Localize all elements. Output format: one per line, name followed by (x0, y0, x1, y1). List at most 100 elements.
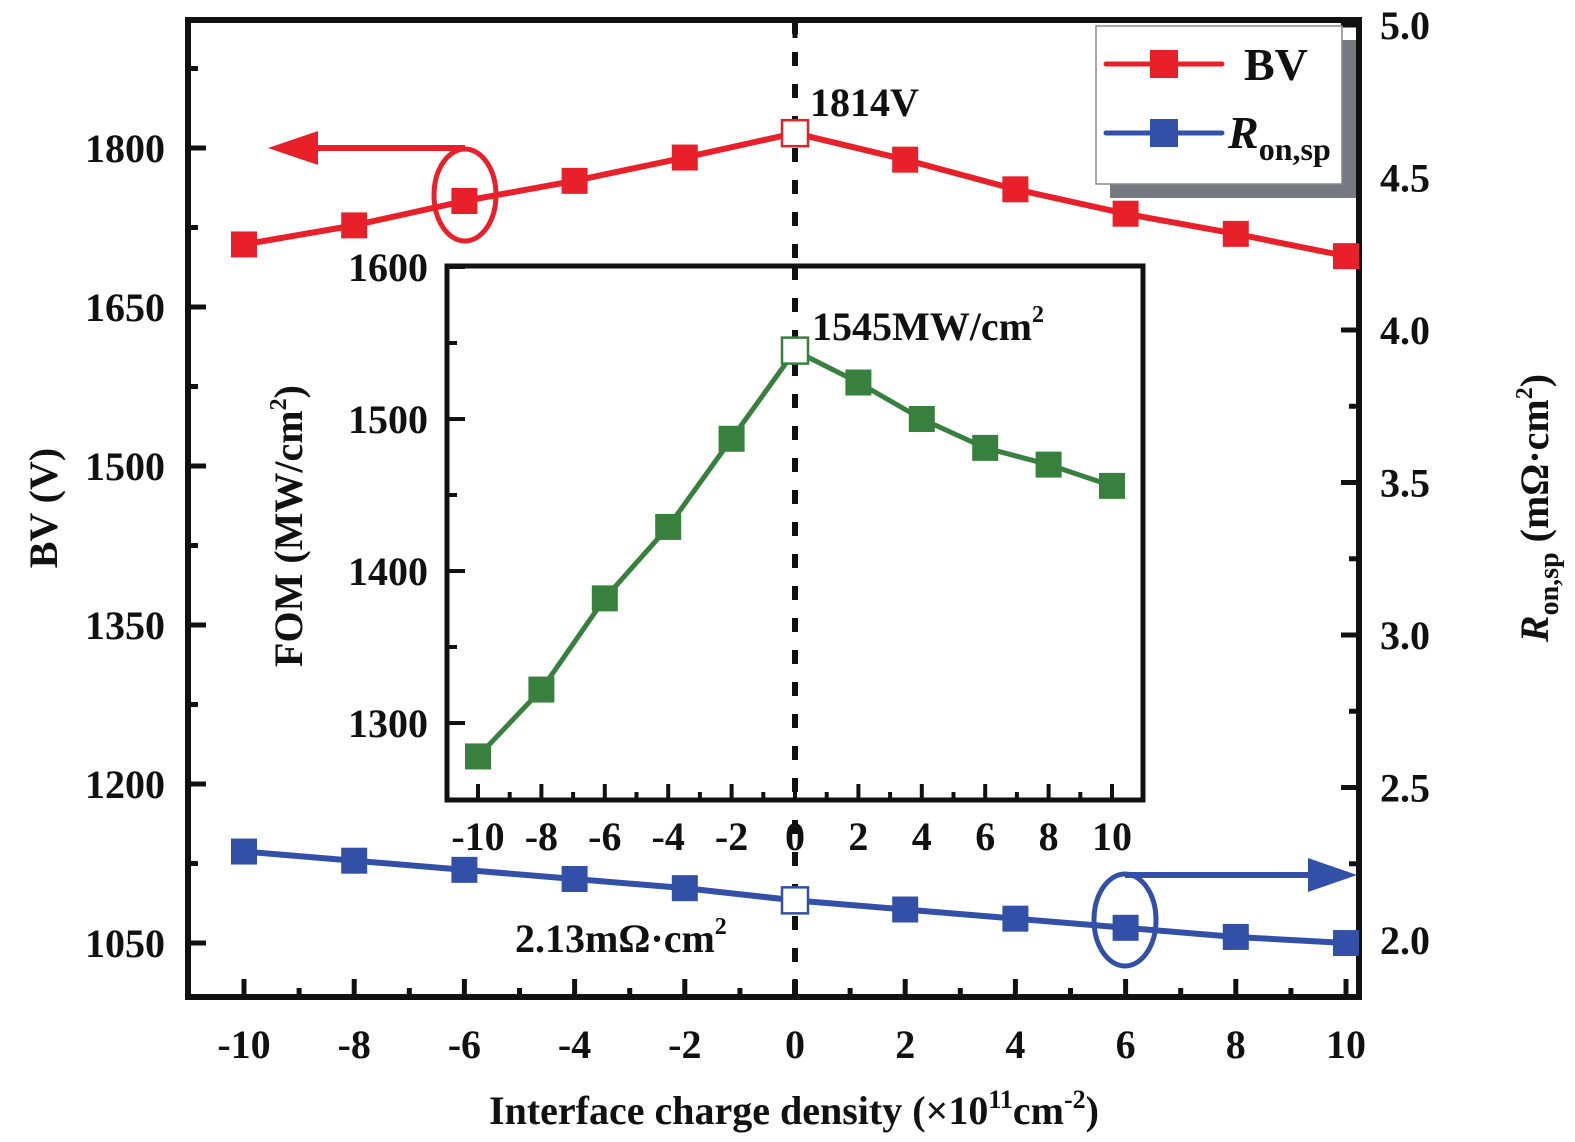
y-right-tick-label: 3.0 (1380, 613, 1430, 658)
y-left-tick-label: 1050 (85, 921, 165, 966)
ron-min-annotation-main: 2.13mΩ·cm (515, 916, 715, 961)
inset-y-tick-label: 1400 (348, 549, 428, 594)
x-tick-label: -8 (338, 1022, 371, 1067)
y-right-axis-label-sup: 2 (1512, 387, 1538, 399)
x-axis-label: Interface charge density (×1011cm-2) (489, 1085, 1099, 1133)
x-axis-label-sup2: -2 (1064, 1085, 1086, 1114)
ron-min-annotation-sup: 2 (715, 914, 727, 940)
main-ticks: -10 -8 -6 -4 -2 0 2 4 6 8 101050120013501500165018… (85, 3, 1430, 1067)
fom-series-marker (591, 585, 618, 612)
inset-y-axis-label-sup: 2 (266, 398, 292, 410)
legend-label-bv: BV (1244, 39, 1308, 90)
x-tick-label: 10 (1326, 1022, 1366, 1067)
x-tick-label: -10 (217, 1022, 270, 1067)
inset-x-tick-label: 4 (912, 814, 932, 859)
fom-series-marker (465, 743, 491, 770)
legend-marker (1150, 119, 1178, 147)
x-tick-label: 8 (1226, 1022, 1246, 1067)
y-right-tick-label: 4.5 (1380, 156, 1430, 201)
legend-marker (1150, 50, 1178, 78)
bv-series-marker (1222, 220, 1249, 247)
inset-x-tick-label: -4 (652, 814, 685, 859)
x-tick-label: -6 (448, 1022, 481, 1067)
inset-y-axis-label: FOM (MW/cm2) (266, 385, 311, 667)
y-right-tick-label: 2.0 (1380, 918, 1430, 963)
fom-peak-annotation-sup: 2 (1032, 302, 1044, 328)
y-left-tick-label: 1200 (85, 762, 165, 807)
left-arrow-icon (268, 131, 318, 165)
ron-series-marker (231, 838, 257, 865)
main-plot-frame (185, 17, 1362, 1000)
right-arrow-icon (1308, 858, 1357, 892)
y-left-tick-label: 1500 (85, 444, 165, 489)
main-plot-border (185, 17, 1362, 1000)
x-tick-label: 4 (1005, 1022, 1025, 1067)
inset-x-tick-label: -10 (451, 814, 504, 859)
legend: BV Ron,sp (1095, 25, 1356, 198)
ron-series-marker (780, 886, 810, 915)
ron-series-marker (1222, 923, 1249, 950)
inset-x-tick-label: -8 (525, 814, 558, 859)
inset-y-axis-label-main: FOM (MW/cm (266, 410, 311, 667)
ron-series-marker (341, 847, 368, 874)
fom-series-marker (972, 434, 999, 461)
fom-peak-annotation-main: 1545MW/cm (812, 304, 1032, 349)
y-right-axis-label-main: R (1512, 615, 1557, 643)
x-tick-label: 2 (895, 1022, 915, 1067)
y-left-tick-label: 1350 (85, 603, 165, 648)
fom-series-marker (718, 425, 745, 452)
y-left-tick-label: 1800 (85, 126, 165, 171)
inset-x-tick-label: -6 (588, 814, 621, 859)
bv-series-marker (892, 146, 919, 173)
x-axis-label-sup1: 11 (988, 1085, 1013, 1114)
y-right-tick-label: 5.0 (1380, 3, 1430, 48)
y-right-axis-label-end: ) (1512, 374, 1557, 387)
y-right-axis-label: Ron,sp (mΩ·cm2) (1512, 374, 1565, 643)
inset-x-tick-label: 8 (1039, 814, 1059, 859)
y-left-axis-label: BV (V) (21, 448, 66, 568)
y-right-axis-label-unit: (mΩ·cm (1512, 399, 1557, 552)
bv-series-marker (1002, 176, 1029, 203)
y-right-axis-label-sub: on,sp (1534, 552, 1565, 615)
y-right-tick-label: 2.5 (1380, 766, 1430, 811)
inset-x-tick-label: 6 (975, 814, 995, 859)
x-tick-label: 6 (1116, 1022, 1136, 1067)
fom-series-marker (845, 369, 872, 396)
ron-min-annotation: 2.13mΩ·cm2 (515, 914, 727, 961)
x-tick-label: -2 (668, 1022, 701, 1067)
inset-y-tick-label: 1600 (348, 245, 428, 290)
fom-series-marker (528, 676, 555, 703)
legend-label-ron: Ron,sp (1227, 107, 1331, 167)
bv-series-marker (561, 167, 588, 194)
y-left-tick-label: 1650 (85, 285, 165, 330)
fom-series-marker (780, 336, 810, 365)
y-right-tick-label: 4.0 (1380, 308, 1430, 353)
bv-series-marker (231, 231, 257, 258)
inset-x-tick-label: -2 (715, 814, 748, 859)
bv-series-marker (671, 144, 698, 171)
fom-series-marker (1099, 472, 1125, 499)
inset-y-tick-label: 1300 (348, 701, 428, 746)
x-axis-label-end: ) (1086, 1088, 1099, 1133)
bv-series-marker (451, 188, 478, 214)
main-series (231, 118, 1359, 969)
bv-series-marker (341, 212, 368, 239)
ron-series-marker (1002, 905, 1029, 932)
x-axis-label-main: Interface charge density (×10 (489, 1088, 988, 1133)
inset-x-tick-label: 0 (785, 814, 805, 859)
ron-series-marker (892, 896, 919, 923)
fom-series-marker (908, 406, 935, 432)
fom-series-marker (655, 513, 682, 540)
fom-series-marker (1035, 451, 1062, 478)
ron-series-marker (1112, 914, 1139, 941)
bv-series-marker (1333, 243, 1359, 270)
ron-series-marker (561, 866, 588, 892)
x-tick-label: 0 (785, 1022, 805, 1067)
legend-label-ron-sub: on,sp (1259, 131, 1331, 167)
y-right-tick-label: 3.5 (1380, 461, 1430, 506)
inset-x-tick-label: 10 (1092, 814, 1132, 859)
bv-series-marker (780, 118, 810, 148)
legend-label-ron-main: R (1227, 107, 1259, 158)
